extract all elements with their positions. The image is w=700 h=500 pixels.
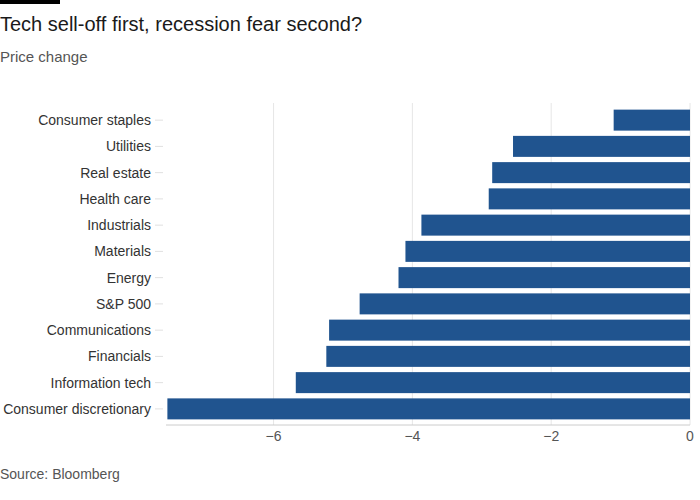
bar [399, 267, 690, 288]
bar [326, 346, 690, 367]
category-tick [155, 303, 163, 304]
tick-label: −6 [266, 428, 282, 444]
bar [329, 320, 690, 341]
category-tick [155, 198, 163, 199]
category-label: Utilities [106, 138, 151, 154]
chart-root: Tech sell-off first, recession fear seco… [0, 0, 700, 500]
category-label: Real estate [80, 165, 151, 181]
category-tick [155, 382, 163, 383]
category-tick [155, 120, 163, 121]
category-label: Consumer discretionary [3, 401, 151, 417]
category-tick [155, 251, 163, 252]
tick-label: 0 [686, 428, 694, 444]
subtitle: Price change [0, 48, 88, 65]
bar [421, 215, 690, 236]
category-label: Communications [47, 322, 151, 338]
category-tick [155, 408, 163, 409]
category-label: Financials [88, 348, 151, 364]
bar [360, 293, 690, 314]
bars [167, 110, 690, 420]
source: Source: Bloomberg [0, 466, 120, 482]
bar [296, 372, 690, 393]
category-tick [155, 330, 163, 331]
bar [167, 398, 690, 419]
category-label: Industrials [87, 217, 151, 233]
tick-label: −2 [543, 428, 559, 444]
tick-label: −4 [404, 428, 420, 444]
category-label: Energy [107, 270, 151, 286]
category-tick [155, 277, 163, 278]
category-label: Consumer staples [38, 112, 151, 128]
category-label: Health care [79, 191, 151, 207]
bar [489, 188, 690, 209]
bar [614, 110, 690, 131]
category-tick [155, 356, 163, 357]
bar [405, 241, 690, 262]
category-label: Materials [94, 243, 151, 259]
x-axis-line [166, 425, 690, 426]
brand-bar [0, 0, 60, 4]
category-label: S&P 500 [96, 296, 151, 312]
title: Tech sell-off first, recession fear seco… [0, 13, 362, 35]
category-tick [155, 225, 163, 226]
chart-svg: Tech sell-off first, recession fear seco… [0, 0, 700, 500]
grid-line [273, 103, 274, 425]
bar [513, 136, 690, 157]
category-tick [155, 146, 163, 147]
bar [492, 162, 690, 183]
category-label: Information tech [51, 375, 151, 391]
category-tick [155, 172, 163, 173]
